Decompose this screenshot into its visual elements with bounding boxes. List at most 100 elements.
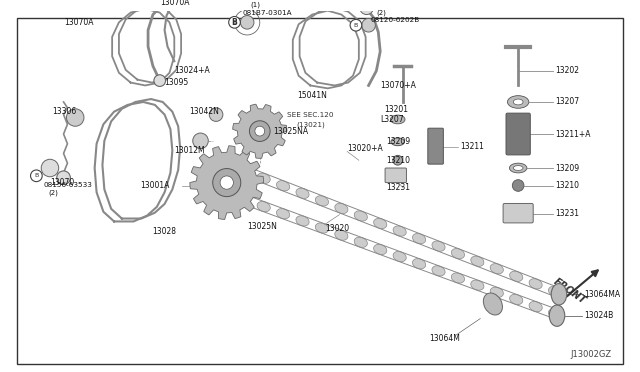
Ellipse shape (549, 305, 564, 326)
Circle shape (255, 126, 265, 136)
Circle shape (362, 19, 376, 32)
Ellipse shape (508, 96, 529, 108)
Text: 13210: 13210 (555, 181, 579, 190)
Ellipse shape (374, 244, 387, 254)
Text: 13020: 13020 (325, 224, 349, 233)
Text: B: B (354, 23, 358, 28)
Text: 13012M: 13012M (174, 146, 205, 155)
Text: FRONT: FRONT (551, 276, 588, 306)
Ellipse shape (529, 301, 542, 312)
Text: SEE SEC.120: SEE SEC.120 (287, 112, 333, 118)
Text: 08156-63533: 08156-63533 (43, 182, 92, 187)
Text: 13202: 13202 (555, 66, 579, 76)
Text: 13064MA: 13064MA (584, 290, 620, 299)
Ellipse shape (509, 294, 523, 305)
Circle shape (350, 19, 362, 31)
Ellipse shape (276, 181, 290, 191)
Circle shape (193, 133, 208, 148)
Text: 13024B: 13024B (584, 311, 614, 320)
Ellipse shape (354, 237, 367, 247)
Text: 081B7-0301A: 081B7-0301A (243, 10, 292, 16)
Ellipse shape (451, 273, 465, 283)
Text: B: B (35, 173, 38, 178)
Ellipse shape (391, 138, 404, 146)
Ellipse shape (471, 280, 484, 290)
Circle shape (513, 180, 524, 191)
Ellipse shape (374, 218, 387, 229)
Circle shape (212, 169, 241, 197)
FancyBboxPatch shape (506, 113, 531, 155)
Text: (1): (1) (250, 1, 260, 8)
Text: (2): (2) (376, 9, 386, 16)
Ellipse shape (390, 115, 405, 124)
Ellipse shape (237, 194, 251, 205)
FancyBboxPatch shape (428, 128, 444, 164)
Text: 13070+A: 13070+A (380, 81, 416, 90)
Circle shape (67, 109, 84, 126)
Text: 08120-6202B: 08120-6202B (371, 17, 420, 23)
Circle shape (360, 1, 373, 15)
Ellipse shape (393, 251, 406, 262)
Text: 13042N: 13042N (189, 107, 219, 116)
Text: 13211+A: 13211+A (555, 129, 591, 138)
Text: 13025NA: 13025NA (273, 126, 308, 136)
Text: 13070: 13070 (50, 178, 74, 187)
Text: 13064M: 13064M (429, 334, 460, 343)
Ellipse shape (316, 196, 328, 206)
Circle shape (154, 75, 166, 86)
Ellipse shape (354, 211, 367, 221)
Polygon shape (233, 104, 287, 158)
Ellipse shape (257, 173, 270, 183)
Circle shape (393, 155, 403, 165)
Text: 13095: 13095 (164, 78, 189, 87)
Ellipse shape (218, 158, 232, 168)
Circle shape (57, 171, 70, 185)
Text: 13070A: 13070A (160, 0, 189, 7)
Ellipse shape (237, 166, 251, 176)
Text: 13210: 13210 (386, 156, 410, 165)
Ellipse shape (393, 226, 406, 236)
Text: 13209: 13209 (555, 164, 579, 173)
Polygon shape (190, 146, 264, 219)
Circle shape (41, 159, 59, 177)
Text: J13002GZ: J13002GZ (570, 350, 611, 359)
Ellipse shape (551, 283, 567, 305)
Ellipse shape (513, 99, 523, 105)
Circle shape (241, 16, 254, 29)
Ellipse shape (548, 286, 562, 296)
Text: 13211: 13211 (460, 142, 484, 151)
Ellipse shape (432, 241, 445, 251)
Ellipse shape (471, 256, 484, 266)
Circle shape (31, 170, 42, 182)
Text: 13201: 13201 (384, 105, 408, 114)
Text: (2): (2) (48, 189, 58, 196)
Text: B: B (232, 20, 237, 25)
Ellipse shape (316, 223, 328, 233)
Ellipse shape (451, 248, 465, 259)
Text: 13001A: 13001A (140, 181, 170, 190)
Ellipse shape (490, 287, 504, 298)
Text: 13231: 13231 (386, 183, 410, 192)
Text: 13306: 13306 (52, 107, 76, 116)
Circle shape (228, 16, 241, 28)
Text: B: B (232, 18, 237, 27)
Ellipse shape (413, 234, 426, 244)
Ellipse shape (257, 202, 270, 212)
Text: 13070A: 13070A (65, 18, 94, 27)
Circle shape (220, 176, 234, 189)
Circle shape (250, 121, 270, 141)
Ellipse shape (483, 293, 502, 315)
Text: 13207: 13207 (555, 97, 579, 106)
Ellipse shape (548, 309, 562, 319)
Text: 13025N: 13025N (247, 222, 277, 231)
Ellipse shape (529, 279, 542, 289)
Text: 15041N: 15041N (298, 91, 328, 100)
Text: 13028: 13028 (152, 227, 176, 235)
Ellipse shape (218, 187, 232, 198)
Text: 13209: 13209 (386, 137, 410, 146)
Ellipse shape (509, 271, 523, 282)
Text: L3207: L3207 (380, 115, 404, 124)
Ellipse shape (490, 264, 504, 274)
Ellipse shape (509, 163, 527, 173)
Text: 13024+A: 13024+A (174, 66, 210, 76)
